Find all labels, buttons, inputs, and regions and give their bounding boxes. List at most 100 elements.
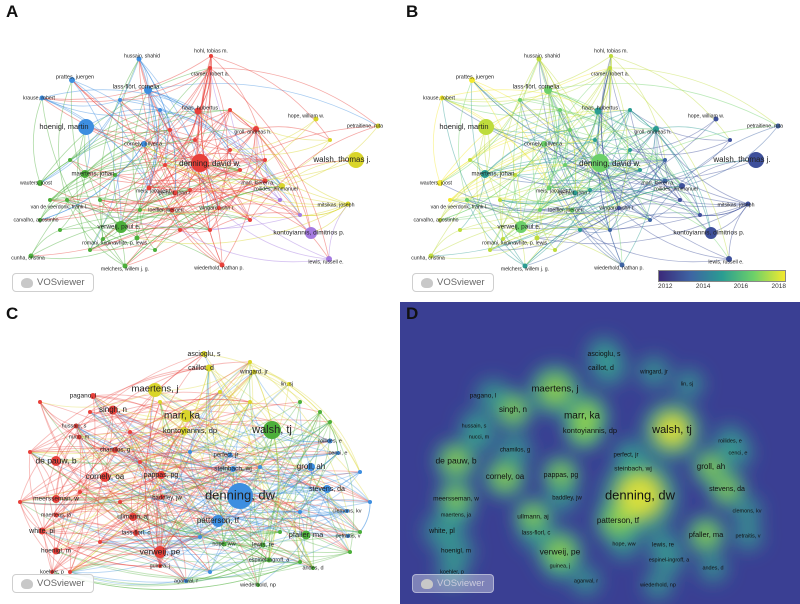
density-peak [615,471,665,521]
logo-text: VOSviewer [437,277,485,288]
edge [441,97,550,189]
label-van-de-veerdonk-frank-l: van de veerdonk, frank l. [31,204,88,210]
edge [99,169,241,203]
edge [484,157,641,175]
edge [594,67,612,141]
edge [484,129,571,175]
edge [439,143,545,221]
label-loeffler-juergen: loeffler, juergen [548,207,583,213]
node-ullmann-aj [129,513,137,521]
edge [217,383,290,522]
network-b-svg[interactable]: hussain, shahid hohl, tobias m. cramer, ro… [400,0,800,300]
edge [160,474,211,573]
label-maertens-j: maertens, j [132,384,179,395]
node-clemons-kv [345,509,349,513]
density-label-koehler-p: koehler, p [440,569,464,575]
node-minor [608,228,612,232]
colorbar-tick: 2018 [771,283,786,290]
label-mitsikas-joseph: mitsikas, joseph [718,202,755,208]
node-labels: hussain, shahid hohl, tobias m. cramer, ro… [11,48,383,272]
edge [319,411,339,454]
node-minor [58,228,62,232]
edge [159,109,169,166]
edge [89,128,257,251]
edge [49,164,166,201]
edge [262,544,314,569]
edge [299,499,371,513]
edge [199,454,231,538]
node-minor [298,560,302,564]
density-label-caillot-d: caillot, d [588,365,614,372]
edge [164,164,191,191]
edge [78,436,301,513]
edge [39,162,201,221]
density-label-lewis-re: lewis, re [652,543,675,549]
edge [536,139,596,239]
network-c-svg[interactable]: ascioglu, s caillot, d wingard, jr lin, sj m… [0,302,400,604]
edge [29,451,57,500]
edge [51,563,187,582]
edge [476,126,491,251]
density-label-pfaller-ma: pfaller, ma [689,530,724,539]
node-minor [318,410,322,414]
edge [75,425,328,492]
edge [262,544,351,558]
edge [129,431,314,569]
node-wingard-john-r [217,206,221,210]
edge [209,67,330,260]
label-mitsikas-joseph: mitsikas, joseph [318,202,355,208]
edge [681,159,757,187]
edge [19,425,77,503]
edge [41,530,201,549]
label-melchers-willem-j-g: melchers, willem j. g. [101,266,149,272]
edge [135,496,163,534]
edge [79,480,301,513]
label-cramer-robert-a: cramer, robert a. [191,71,229,77]
edge [655,128,712,234]
edge [55,383,290,500]
edge [147,89,191,191]
label-hoenigl-martin: hoenigl, martin [39,122,88,131]
node-minor [228,148,232,152]
density-peak [500,397,526,423]
edge [208,55,251,221]
node-cornely-oliver-a [541,141,547,147]
density-label-marr-ka: marr, ka [564,411,601,422]
node-minor [138,208,142,212]
edge [85,126,257,144]
edge [92,395,161,553]
density-d-svg[interactable]: ascioglu, s caillot, d wingard, jr lin, sj m… [400,302,800,604]
node-perfect-jr [227,452,233,458]
density-blob [437,557,467,587]
edge [55,547,161,567]
label-marr-kieren-a: marr, kieren a. [641,180,674,186]
node-lewis-russell-e [726,256,732,262]
edge [144,401,161,567]
node-de-pauw-b [51,456,61,466]
edge [249,361,348,512]
node-verweij-paul-e [115,221,127,233]
edge [232,468,264,546]
edge [51,440,331,573]
edge [209,67,228,209]
edge [520,67,611,228]
edge [75,425,270,561]
edge [547,89,641,171]
node-minor [248,218,252,222]
edge [30,169,241,257]
edge [135,466,261,534]
edge [489,226,611,251]
edge [55,431,131,500]
label-prattes-juergen: prattes, juergen [56,74,94,80]
node-minor [328,138,332,142]
edge [159,367,211,553]
edge [120,207,220,230]
network-a-svg[interactable]: hussain, shahid hohl, tobias m. cramer, ro… [0,0,400,300]
edge [601,67,620,209]
edge [41,401,251,532]
edge [279,466,312,533]
edge [51,520,219,573]
node-wingard-jr [251,369,257,375]
label-petraitis-v: petraitis, v [335,533,360,539]
edge [217,361,254,522]
